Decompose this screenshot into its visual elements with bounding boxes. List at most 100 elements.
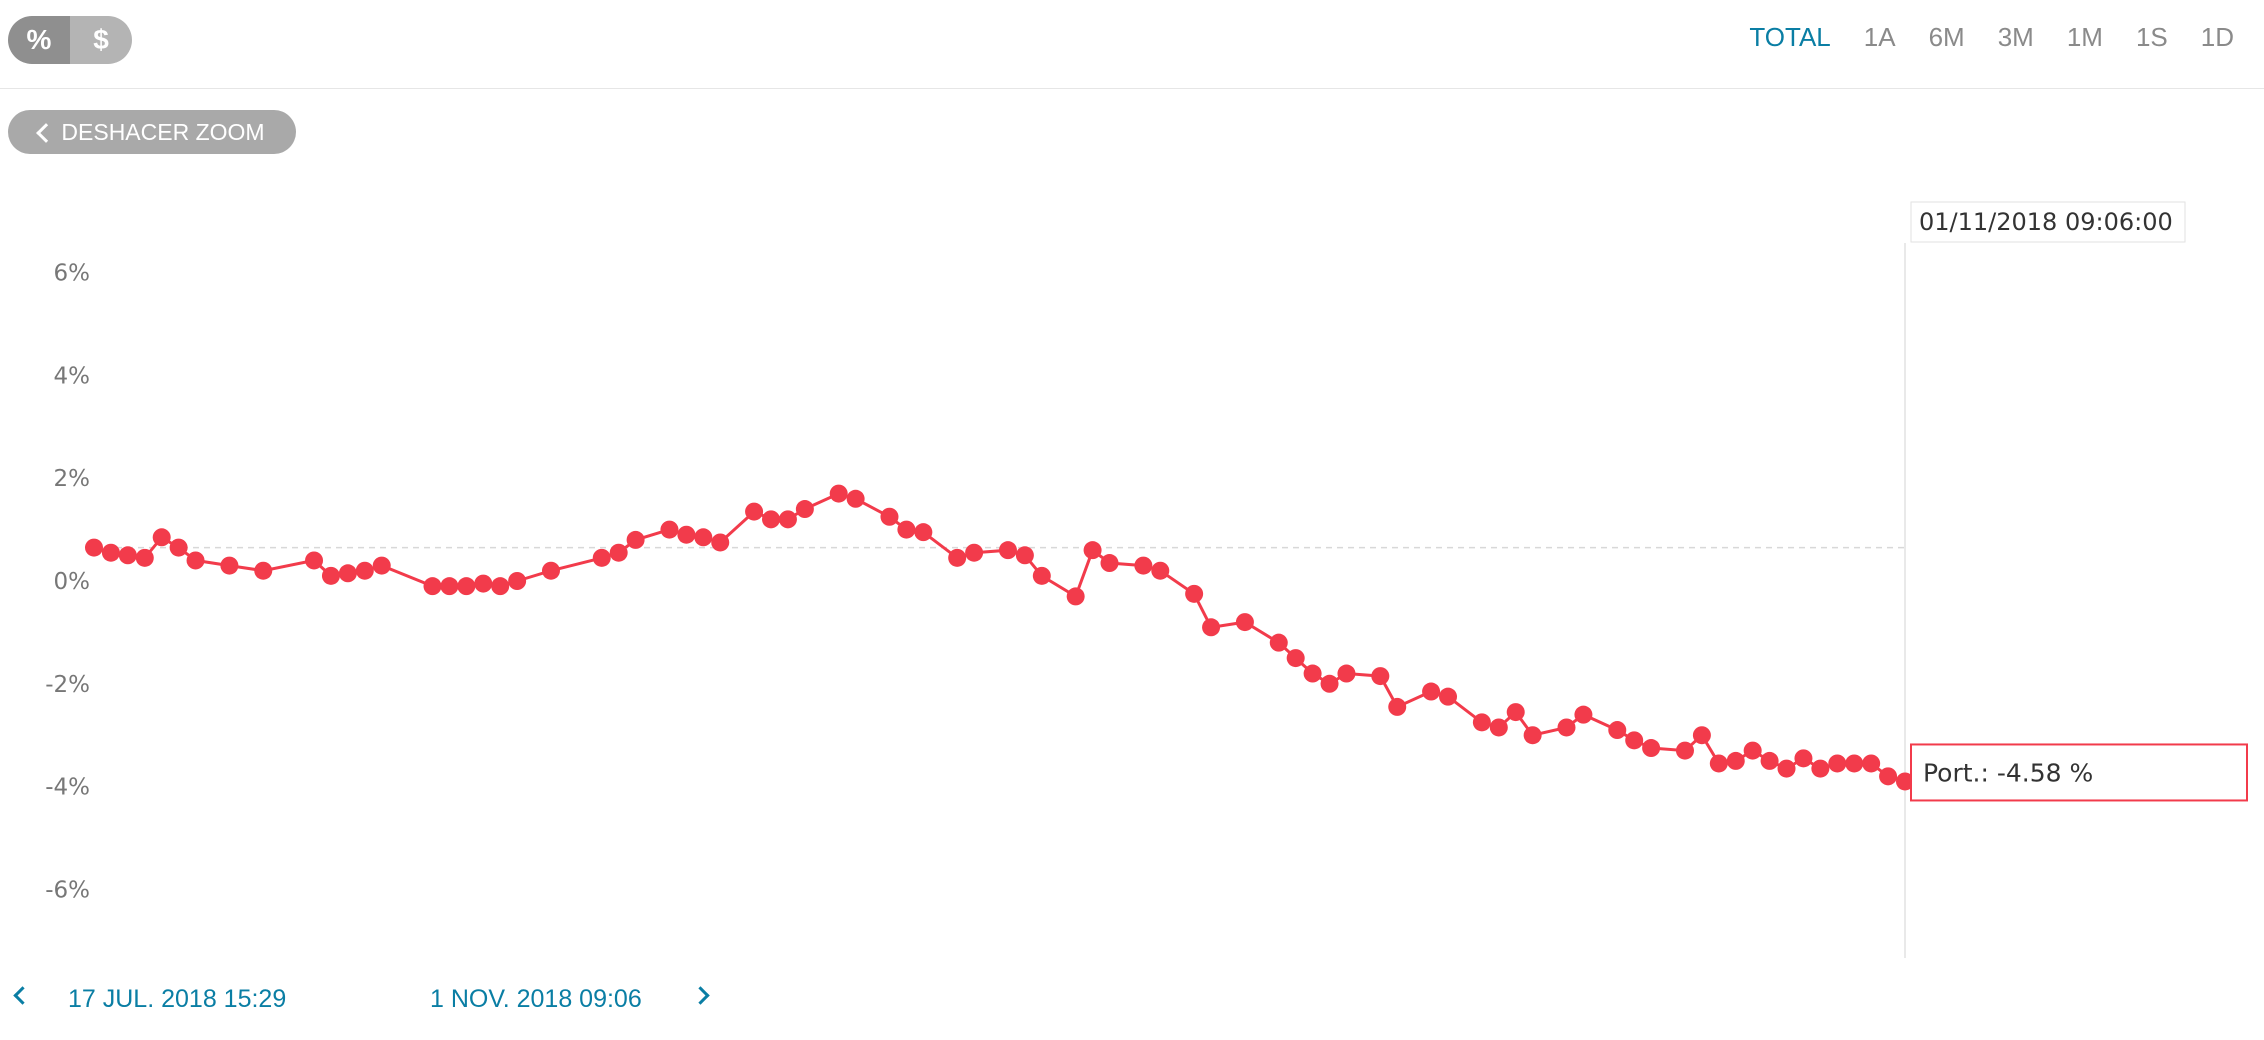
data-point[interactable]: [626, 530, 645, 549]
data-point[interactable]: [677, 525, 696, 544]
data-point[interactable]: [1828, 754, 1847, 773]
data-point[interactable]: [101, 543, 120, 562]
data-point[interactable]: [423, 577, 442, 596]
unit-toggle: % $: [8, 16, 132, 64]
data-point[interactable]: [829, 484, 848, 503]
percent-toggle-button[interactable]: %: [8, 16, 70, 64]
data-point[interactable]: [1303, 664, 1322, 683]
data-point[interactable]: [1185, 584, 1204, 603]
data-point[interactable]: [186, 551, 205, 570]
data-point[interactable]: [1235, 613, 1254, 632]
data-point[interactable]: [305, 551, 324, 570]
data-point[interactable]: [1422, 682, 1441, 701]
data-point[interactable]: [592, 548, 611, 567]
data-point[interactable]: [1506, 703, 1525, 722]
range-total[interactable]: TOTAL: [1749, 22, 1831, 52]
data-point[interactable]: [1574, 705, 1593, 724]
y-tick-label: -6%: [45, 877, 90, 903]
data-point[interactable]: [541, 561, 560, 580]
data-point[interactable]: [1320, 674, 1339, 693]
data-point[interactable]: [1337, 664, 1356, 683]
data-point[interactable]: [1151, 561, 1170, 580]
data-point[interactable]: [1286, 649, 1305, 668]
range-1m[interactable]: 1M: [2066, 22, 2103, 52]
data-point[interactable]: [1879, 767, 1898, 786]
data-point[interactable]: [1523, 726, 1542, 745]
data-point[interactable]: [1692, 726, 1711, 745]
data-point[interactable]: [169, 538, 188, 557]
data-point[interactable]: [694, 528, 713, 547]
data-point[interactable]: [660, 520, 679, 539]
data-point[interactable]: [1472, 713, 1491, 732]
data-point[interactable]: [1066, 587, 1085, 606]
data-point[interactable]: [220, 556, 239, 575]
data-point[interactable]: [1083, 541, 1102, 560]
data-point[interactable]: [338, 564, 357, 583]
data-point[interactable]: [372, 556, 391, 575]
data-point[interactable]: [1777, 759, 1796, 778]
data-point[interactable]: [1726, 751, 1745, 770]
data-point[interactable]: [1015, 546, 1034, 565]
dollar-toggle-button[interactable]: $: [70, 16, 132, 64]
data-point[interactable]: [880, 507, 899, 526]
data-point[interactable]: [1811, 759, 1830, 778]
data-point[interactable]: [135, 548, 154, 567]
data-point[interactable]: [152, 528, 171, 547]
data-point[interactable]: [1896, 772, 1914, 791]
data-point[interactable]: [897, 520, 916, 539]
data-point[interactable]: [1794, 749, 1813, 768]
data-point[interactable]: [1388, 697, 1407, 716]
data-point[interactable]: [795, 500, 814, 519]
range-1a[interactable]: 1A: [1863, 22, 1896, 52]
data-point[interactable]: [965, 543, 984, 562]
data-point[interactable]: [1760, 751, 1779, 770]
end-date[interactable]: 1 NOV. 2018 09:06: [430, 985, 642, 1013]
chevron-right-icon[interactable]: [691, 986, 710, 1005]
data-point[interactable]: [1439, 687, 1458, 706]
data-point[interactable]: [948, 548, 967, 567]
chevron-left-icon[interactable]: [13, 986, 32, 1005]
data-point[interactable]: [118, 546, 137, 565]
data-point[interactable]: [1371, 667, 1390, 686]
data-point[interactable]: [998, 541, 1017, 560]
data-point[interactable]: [1032, 566, 1051, 585]
y-tick-label: 4%: [54, 363, 91, 389]
data-point[interactable]: [762, 510, 781, 529]
data-point[interactable]: [1709, 754, 1728, 773]
data-point[interactable]: [85, 538, 103, 557]
data-point[interactable]: [745, 502, 764, 521]
data-point[interactable]: [778, 510, 797, 529]
data-point[interactable]: [508, 572, 527, 590]
undo-zoom-button[interactable]: DESHACER ZOOM: [8, 110, 296, 154]
range-1s[interactable]: 1S: [2135, 22, 2168, 52]
data-point[interactable]: [254, 561, 273, 580]
range-6m[interactable]: 6M: [1928, 22, 1965, 52]
start-date[interactable]: 17 JUL. 2018 15:29: [68, 985, 287, 1013]
data-point[interactable]: [355, 561, 374, 580]
data-point[interactable]: [321, 566, 340, 585]
data-point[interactable]: [1608, 721, 1627, 740]
data-point[interactable]: [1557, 718, 1576, 737]
data-point[interactable]: [1862, 754, 1881, 773]
data-point[interactable]: [914, 523, 933, 542]
data-point[interactable]: [1489, 718, 1508, 737]
data-point[interactable]: [846, 489, 865, 508]
y-tick-label: 0%: [54, 569, 91, 595]
data-point[interactable]: [1134, 556, 1153, 575]
data-point[interactable]: [711, 533, 730, 552]
data-point[interactable]: [1625, 731, 1644, 750]
data-point[interactable]: [457, 577, 476, 596]
range-1d[interactable]: 1D: [2200, 22, 2234, 52]
data-point[interactable]: [1642, 739, 1661, 758]
data-point[interactable]: [609, 543, 628, 562]
data-point[interactable]: [1100, 554, 1119, 573]
data-point[interactable]: [440, 577, 459, 596]
data-point[interactable]: [1675, 741, 1694, 760]
data-point[interactable]: [1202, 618, 1221, 637]
range-3m[interactable]: 3M: [1997, 22, 2034, 52]
data-point[interactable]: [1743, 741, 1762, 760]
data-point[interactable]: [474, 574, 493, 593]
data-point[interactable]: [1845, 754, 1864, 773]
data-point[interactable]: [1269, 633, 1288, 652]
data-point[interactable]: [491, 577, 510, 596]
